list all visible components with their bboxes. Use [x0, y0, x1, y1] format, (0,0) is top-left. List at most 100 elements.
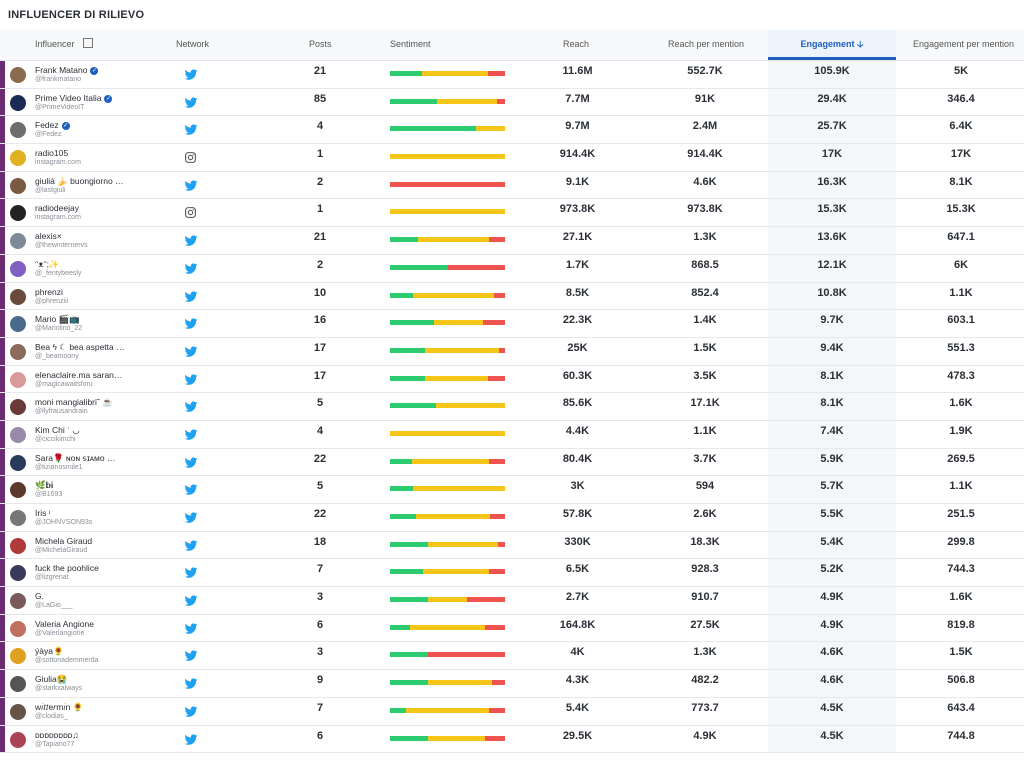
avatar[interactable]: [10, 260, 26, 277]
twitter-icon[interactable]: [184, 234, 198, 248]
influencer-name[interactable]: giuliá 🍌 buongiorno …: [35, 176, 124, 187]
col-header-posts[interactable]: Posts: [309, 39, 332, 49]
influencer-name[interactable]: w𝑖𝑡𝑡e𝑟m𝑖n 🌻: [35, 702, 83, 713]
twitter-icon[interactable]: [184, 483, 198, 497]
avatar[interactable]: [10, 510, 26, 526]
influencer-name[interactable]: Bea ϟ ☾ bea aspetta …: [35, 342, 125, 353]
table-row[interactable]: Bea ϟ ☾ bea aspetta … @_beamoony 17 25K …: [0, 337, 1024, 366]
table-row[interactable]: Michela Giraud @MichelaGiraud 18 330K 18…: [0, 531, 1024, 560]
twitter-icon[interactable]: [184, 373, 198, 387]
influencer-name[interactable]: Giulia😭: [35, 674, 67, 685]
table-row[interactable]: radiodeejay instagram.com 1 973.8K 973.8…: [0, 199, 1024, 228]
avatar[interactable]: [10, 150, 26, 167]
table-row[interactable]: elenaclaire.ma saran… @magicawaitsforu 1…: [0, 365, 1024, 394]
twitter-icon[interactable]: [184, 262, 198, 276]
avatar[interactable]: [10, 565, 26, 582]
avatar[interactable]: [10, 177, 26, 194]
influencer-name[interactable]: ᴅᴅᴅᴅᴅᴅᴅᴅ♫: [35, 730, 79, 740]
twitter-icon[interactable]: [184, 317, 198, 331]
instagram-icon[interactable]: [184, 206, 198, 220]
twitter-icon[interactable]: [184, 96, 198, 110]
twitter-icon[interactable]: [184, 649, 198, 663]
avatar[interactable]: [10, 648, 26, 665]
twitter-icon[interactable]: [184, 345, 198, 359]
twitter-icon[interactable]: [184, 539, 198, 553]
table-row[interactable]: Fedez ✓ @Fedez 4 9.7M 2.4M 25.7K 6.4K: [0, 116, 1024, 145]
col-header-sentiment[interactable]: Sentiment: [390, 39, 431, 49]
twitter-icon[interactable]: [184, 428, 198, 442]
twitter-icon[interactable]: [184, 511, 198, 525]
avatar[interactable]: [10, 316, 26, 333]
avatar[interactable]: [10, 676, 26, 693]
avatar[interactable]: [10, 122, 26, 139]
influencer-name[interactable]: moni mangialibri˜ ☕: [35, 397, 113, 408]
influencer-name[interactable]: G.: [35, 591, 44, 601]
avatar[interactable]: [10, 426, 26, 443]
avatar[interactable]: [10, 233, 26, 250]
table-row[interactable]: ᵔᴥᵔ;✨ @_fentybeesly 2 1.7K 868.5 12.1K 6…: [0, 254, 1024, 283]
avatar[interactable]: [10, 94, 26, 111]
avatar[interactable]: [10, 454, 26, 471]
table-row[interactable]: G. @LaGio___ 3 2.7K 910.7 4.9K 1.6K: [0, 587, 1024, 615]
influencer-name[interactable]: fuck the poohlice: [35, 563, 99, 573]
influencer-name[interactable]: Sara🌹 ɴᴏɴ ꜱɪᴀᴍᴏ …: [35, 453, 116, 464]
avatar[interactable]: [10, 703, 26, 720]
influencer-name[interactable]: elenaclaire.ma saran…: [35, 370, 122, 380]
avatar[interactable]: [10, 620, 26, 637]
influencer-name[interactable]: ýàya🌻: [35, 646, 64, 657]
avatar[interactable]: [10, 593, 26, 610]
influencer-name[interactable]: Mario 🎬📺: [35, 314, 80, 325]
col-header-influencer[interactable]: Influencer: [35, 30, 94, 60]
table-row[interactable]: alexis× @thewinternervs 21 27.1K 1.3K 13…: [0, 227, 1024, 255]
export-icon[interactable]: [83, 38, 94, 48]
table-row[interactable]: giuliá 🍌 buongiorno … @lastgiuli 2 9.1K …: [0, 171, 1024, 200]
table-row[interactable]: Iris ᵎ @JOHNVSON93s 22 57.8K 2.6K 5.5K 2…: [0, 504, 1024, 532]
twitter-icon[interactable]: [184, 179, 198, 193]
avatar[interactable]: [10, 371, 26, 388]
twitter-icon[interactable]: [184, 705, 198, 719]
avatar[interactable]: [10, 288, 26, 305]
influencer-name[interactable]: ᵔᴥᵔ;✨: [35, 259, 60, 270]
avatar[interactable]: [10, 482, 26, 499]
table-row[interactable]: phrenzi @phrenziii 10 8.5K 852.4 10.8K 1…: [0, 282, 1024, 311]
table-row[interactable]: moni mangialibri˜ ☕ @llyfrausandrain 5 8…: [0, 393, 1024, 421]
twitter-icon[interactable]: [184, 677, 198, 691]
avatar[interactable]: [10, 205, 26, 222]
instagram-icon[interactable]: [184, 151, 198, 165]
col-header-network[interactable]: Network: [176, 39, 210, 49]
table-row[interactable]: Valeria Angione @Valeriangione 6 164.8K …: [0, 614, 1024, 643]
table-row[interactable]: Frank Matano ✓ @frankmatano 21 11.6M 552.…: [0, 61, 1024, 89]
table-row[interactable]: ᴅᴅᴅᴅᴅᴅᴅᴅ♫ @Tapiano77 6 29.5K 4.9K 4.5K 7…: [0, 725, 1024, 754]
influencer-name[interactable]: radio105: [35, 148, 68, 158]
influencer-name[interactable]: alexis×: [35, 231, 62, 241]
twitter-icon[interactable]: [184, 566, 198, 580]
influencer-name[interactable]: Prime Video Italia ✓: [35, 93, 113, 103]
influencer-name[interactable]: Kim Chi ʾ ◡: [35, 425, 80, 436]
table-row[interactable]: 🌿𝐛𝐢 @B1693 5 3K 594 5.7K 1.1K: [0, 476, 1024, 504]
influencer-name[interactable]: Valeria Angione: [35, 619, 94, 629]
avatar[interactable]: [10, 343, 26, 360]
influencer-name[interactable]: Michela Giraud: [35, 536, 92, 546]
avatar[interactable]: [10, 399, 26, 416]
twitter-icon[interactable]: [184, 290, 198, 304]
avatar[interactable]: [10, 67, 26, 83]
twitter-icon[interactable]: [184, 622, 198, 636]
col-header-engagement-per-mention[interactable]: Engagement per mention: [913, 39, 1015, 49]
twitter-icon[interactable]: [184, 594, 198, 608]
col-header-reach-per-mention[interactable]: Reach per mention: [668, 39, 745, 49]
twitter-icon[interactable]: [184, 733, 198, 747]
influencer-name[interactable]: 🌿𝐛𝐢: [35, 480, 53, 491]
twitter-icon[interactable]: [184, 123, 198, 137]
table-row[interactable]: ýàya🌻 @sottonademmerda 3 4K 1.3K 4.6K 1.…: [0, 642, 1024, 671]
table-row[interactable]: Kim Chi ʾ ◡ @ciccikimchi 4 4.4K 1.1K 7.4…: [0, 420, 1024, 449]
influencer-name[interactable]: Frank Matano ✓: [35, 65, 99, 75]
table-row[interactable]: w𝑖𝑡𝑡e𝑟m𝑖n 🌻 @clodias_ 7 5.4K 773.7 4.5K …: [0, 697, 1024, 726]
avatar[interactable]: [10, 731, 26, 748]
table-row[interactable]: radio105 instagram.com 1 914.4K 914.4K 1…: [0, 144, 1024, 172]
influencer-name[interactable]: Iris ᵎ: [35, 508, 50, 518]
table-row[interactable]: Prime Video Italia ✓ @PrimeVideoIT 85 7.7…: [0, 88, 1024, 117]
table-row[interactable]: Giulia😭 @starkxalways 9 4.3K 482.2 4.6K …: [0, 670, 1024, 698]
col-header-reach[interactable]: Reach: [563, 39, 590, 49]
table-row[interactable]: Sara🌹 ɴᴏɴ ꜱɪᴀᴍᴏ … @tizianosmile1 22 80.4…: [0, 448, 1024, 477]
table-row[interactable]: Mario 🎬📺 @Mariolino_22 16 22.3K 1.4K 9.7…: [0, 310, 1024, 338]
